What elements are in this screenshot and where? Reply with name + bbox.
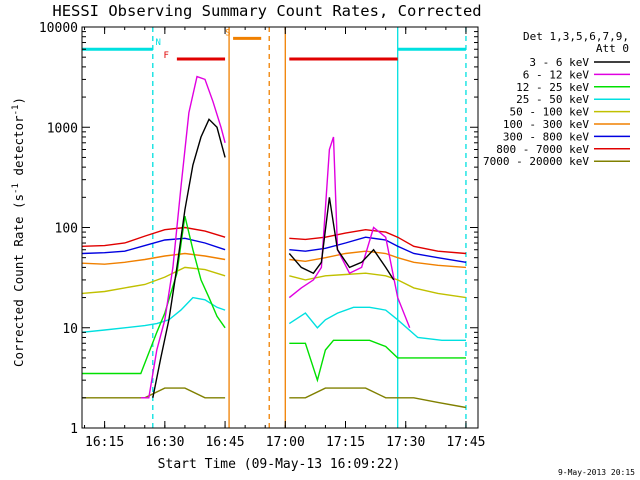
series-line-12-25-kev-b [289,339,466,383]
x-tick-label: 16:45 [205,435,244,450]
series-line-12-25-kev-a [82,215,226,375]
x-tick-label: 17:15 [326,435,365,450]
y-tick-label: 1000 [47,121,78,136]
legend-entry-label: 800 - 7000 keV [496,143,589,156]
flag-letter-s: S [225,29,230,39]
legend-entry-label: 3 - 6 keV [529,56,589,69]
y-tick-label: 10000 [39,21,78,36]
series-line-50-100-kev-a [81,266,226,295]
legend-title-line: Det 1,3,5,6,7,9, [523,30,629,43]
series-line-7000-20000-kev-a [82,387,226,399]
series-line-7000-20000-kev-b [289,387,467,409]
y-tick-label: 100 [55,222,78,237]
legend-entry-label: 300 - 800 keV [503,130,589,143]
legend-entry-label: 12 - 25 keV [516,81,589,94]
series-line-100-300-kev-a [81,252,226,265]
y-tick-label: 1 [70,422,78,437]
x-axis-label: Start Time (09-May-13 16:09:22) [158,457,401,472]
x-tick-label: 17:00 [266,435,305,450]
y-tick-label: 10 [62,322,78,337]
legend-entry-label: 7000 - 20000 keV [483,155,589,168]
flag-letter-n: N [155,38,160,48]
legend-entry-label: 6 - 12 keV [523,68,590,81]
series-line-300-800-kev-b [289,236,467,263]
legend-entry-label: 100 - 300 keV [503,118,589,131]
legend-entry-label: 25 - 50 keV [516,93,589,106]
x-tick-label: 17:45 [446,435,485,450]
series-line-25-50-kev-b [288,306,466,341]
series-line-3-6-kev-b [288,197,395,281]
x-tick-label: 17:30 [386,435,425,450]
series-line-800-7000-kev-a [81,226,226,247]
flag-letter-f: F [164,51,169,61]
x-tick-label: 16:15 [85,435,124,450]
series-line-3-6-kev-a [152,118,226,398]
series-line-6-12-kev-a [140,75,226,399]
series-line-300-800-kev-a [81,237,226,255]
chart-title: HESSI Observing Summary Count Rates, Cor… [52,2,481,20]
legend-title-line: Att 0 [596,42,629,55]
legend-entry-label: 50 - 100 keV [510,106,590,119]
x-tick-label: 16:30 [145,435,184,450]
footer-timestamp: 9-May-2013 20:15 [558,468,635,477]
series-line-800-7000-kev-b [289,228,467,255]
y-axis-label: Corrected Count Rate (s-1 detector-1) [11,97,26,367]
